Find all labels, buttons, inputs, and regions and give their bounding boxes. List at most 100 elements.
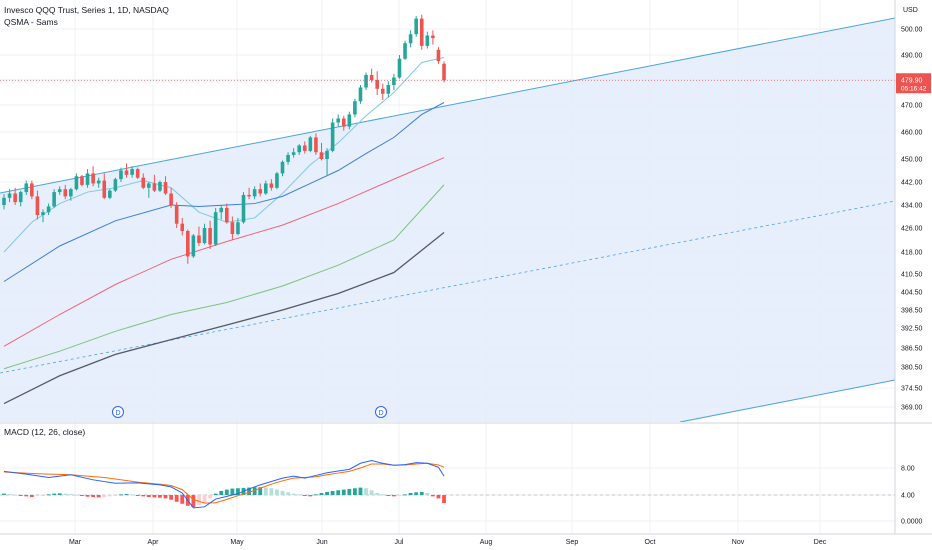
- candle-body[interactable]: [330, 122, 335, 151]
- candle-body[interactable]: [252, 189, 257, 197]
- candle-body[interactable]: [2, 197, 6, 205]
- macd-legend[interactable]: MACD (12, 26, close): [4, 427, 85, 437]
- candle-body[interactable]: [57, 189, 62, 193]
- candle-body[interactable]: [325, 150, 329, 159]
- candle-body[interactable]: [341, 118, 346, 127]
- candle-body[interactable]: [13, 193, 17, 203]
- candle-body[interactable]: [380, 88, 385, 94]
- candle-body[interactable]: [63, 189, 68, 197]
- candle-body[interactable]: [386, 85, 391, 94]
- candle-body[interactable]: [186, 231, 190, 257]
- candle-body[interactable]: [347, 114, 352, 127]
- candle-body[interactable]: [358, 87, 363, 102]
- candle-body[interactable]: [141, 177, 146, 188]
- moving-average-line: [3, 157, 445, 347]
- candle-body[interactable]: [392, 77, 396, 86]
- candle-body[interactable]: [419, 18, 424, 46]
- candle-body[interactable]: [308, 137, 313, 151]
- candle-body[interactable]: [403, 43, 407, 59]
- candle-body[interactable]: [319, 152, 324, 159]
- candle-body[interactable]: [80, 176, 84, 185]
- candle-body[interactable]: [291, 152, 296, 155]
- candle-body[interactable]: [425, 35, 430, 46]
- moving-average-line: [3, 231, 445, 405]
- candle-body[interactable]: [74, 176, 79, 190]
- candle-body[interactable]: [314, 137, 318, 153]
- candle-body[interactable]: [35, 196, 40, 216]
- candle-body[interactable]: [208, 228, 212, 245]
- candle-body[interactable]: [180, 223, 185, 231]
- symbol-legend[interactable]: Invesco QQQ Trust, Series 1, 1D, NASDAQ: [4, 5, 169, 15]
- candle-body[interactable]: [241, 194, 246, 223]
- candle-body[interactable]: [7, 193, 12, 198]
- candle-body[interactable]: [147, 183, 151, 188]
- candle-body[interactable]: [124, 170, 129, 175]
- candle-body[interactable]: [375, 80, 379, 89]
- macd-histogram-bar: [74, 494, 79, 496]
- candle-body[interactable]: [108, 190, 112, 198]
- candle-body[interactable]: [91, 173, 95, 184]
- macd-histogram-bar: [119, 494, 123, 496]
- dividend-marker[interactable]: D: [375, 406, 387, 418]
- candle-body[interactable]: [225, 207, 229, 223]
- candle-body[interactable]: [414, 18, 418, 35]
- candle-body[interactable]: [46, 206, 51, 213]
- candle-body[interactable]: [113, 179, 118, 191]
- candle-body[interactable]: [152, 183, 157, 191]
- price-axis[interactable]: 500.00490.00480.00470.00460.00450.00442.…: [901, 27, 923, 412]
- candle-body[interactable]: [119, 170, 123, 180]
- time-tick-label: Jun: [316, 539, 327, 546]
- candle-body[interactable]: [369, 75, 374, 80]
- candle-body[interactable]: [258, 189, 263, 194]
- candle-body[interactable]: [169, 193, 173, 206]
- candle-body[interactable]: [191, 235, 196, 257]
- candle-body[interactable]: [213, 212, 218, 245]
- candle-body[interactable]: [247, 194, 251, 197]
- currency-label: USD: [903, 7, 918, 14]
- dividend-marker[interactable]: D: [112, 406, 124, 418]
- macd-axis[interactable]: 8.00 4.00 0.0000 −4.00: [901, 0, 923, 526]
- candle-body[interactable]: [96, 180, 101, 184]
- candle-body[interactable]: [174, 205, 179, 224]
- candle-body[interactable]: [197, 235, 201, 244]
- time-axis[interactable]: Mar Apr May Jun Jul Aug Sep Oct Nov Dec: [69, 539, 827, 546]
- candle-body[interactable]: [302, 145, 307, 151]
- candle-body[interactable]: [102, 180, 107, 198]
- candle-body[interactable]: [230, 222, 235, 234]
- candle-body[interactable]: [353, 101, 357, 115]
- candle-body[interactable]: [442, 63, 446, 81]
- candle-body[interactable]: [18, 192, 23, 203]
- candle-body[interactable]: [24, 183, 29, 193]
- candle-body[interactable]: [219, 207, 224, 213]
- macd-histogram-bar: [275, 489, 279, 495]
- candle-body[interactable]: [364, 75, 368, 88]
- macd-histogram-bar: [364, 488, 368, 495]
- candle-body[interactable]: [85, 173, 90, 185]
- candle-body[interactable]: [408, 34, 413, 44]
- candle-body[interactable]: [269, 183, 274, 188]
- candle-body[interactable]: [275, 173, 279, 188]
- candle-body[interactable]: [41, 212, 45, 216]
- candle-body[interactable]: [158, 182, 162, 191]
- candle-body[interactable]: [263, 183, 268, 194]
- candle-body[interactable]: [163, 182, 168, 194]
- candle-body[interactable]: [202, 228, 207, 243]
- candle-body[interactable]: [52, 192, 56, 207]
- candle-body[interactable]: [336, 118, 340, 123]
- price-tick-label: 434.00: [901, 203, 923, 210]
- candle-body[interactable]: [130, 169, 134, 175]
- candle-body[interactable]: [431, 35, 435, 39]
- macd-histogram-bar: [152, 495, 157, 498]
- candle-body[interactable]: [236, 222, 240, 234]
- candle-body[interactable]: [297, 145, 302, 153]
- candle-body[interactable]: [30, 183, 34, 197]
- candle-body[interactable]: [69, 189, 73, 197]
- candle-body[interactable]: [135, 169, 140, 178]
- candle-body[interactable]: [280, 161, 285, 174]
- candle-body[interactable]: [436, 49, 441, 62]
- indicator-legend[interactable]: QSMA - Sams: [4, 17, 58, 27]
- candle-body[interactable]: [397, 58, 402, 78]
- candle-body[interactable]: [286, 154, 290, 162]
